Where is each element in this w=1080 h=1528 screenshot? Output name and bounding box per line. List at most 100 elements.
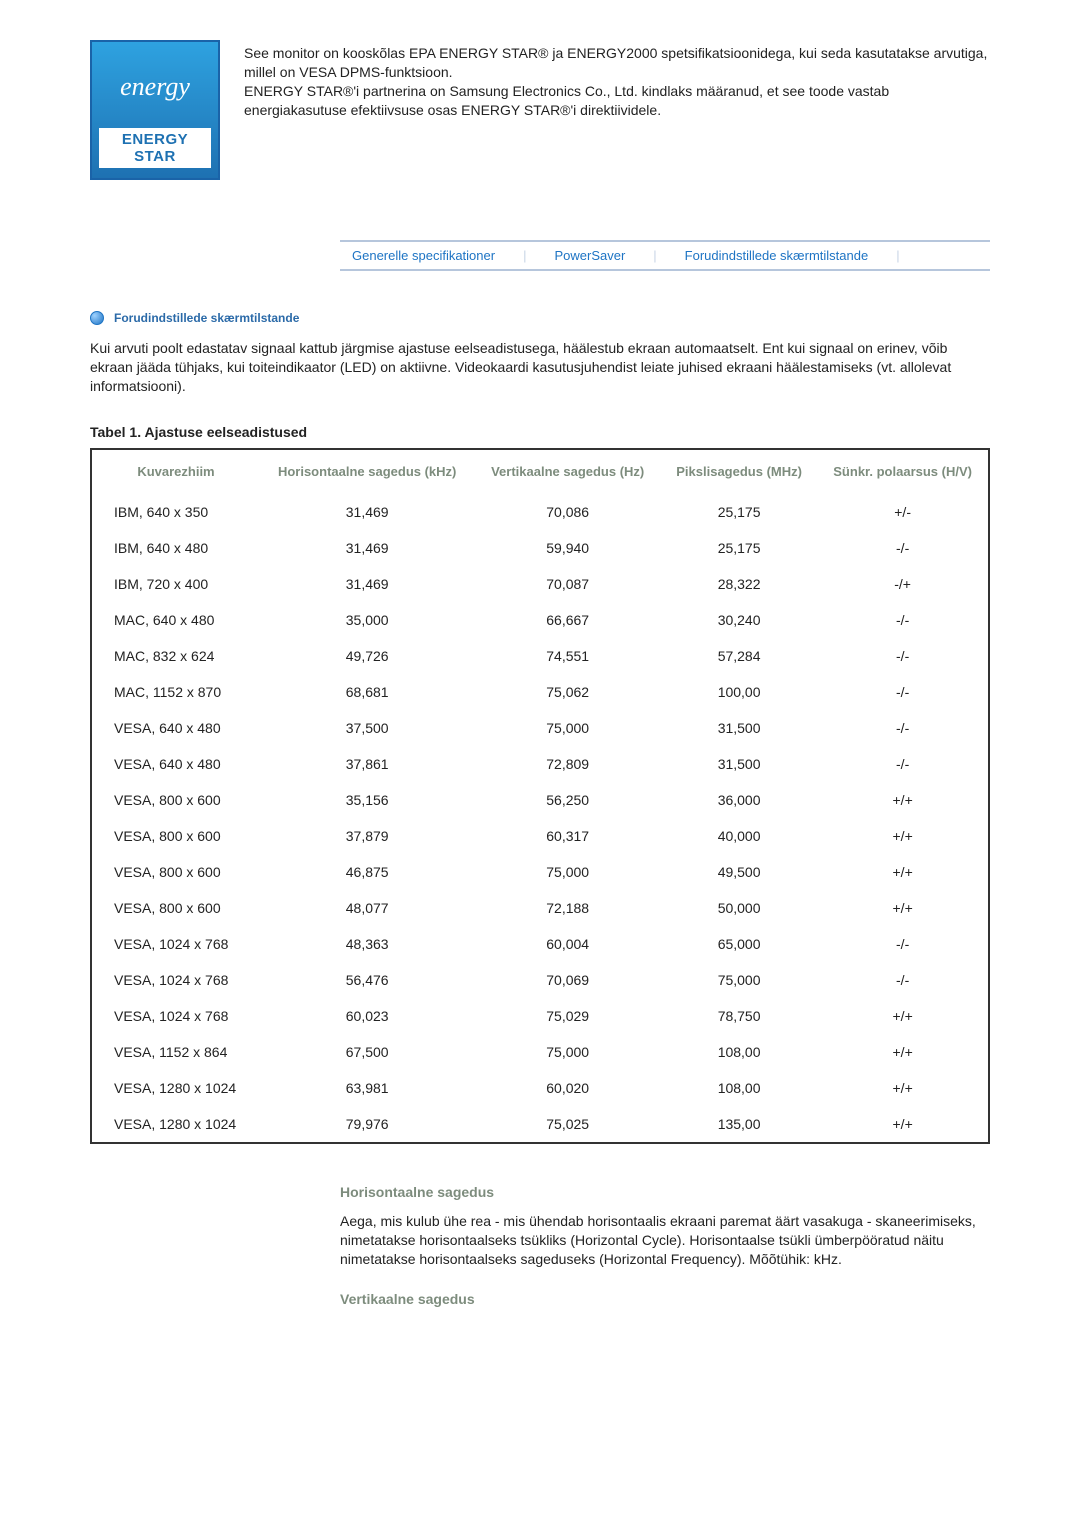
tab-separator: | <box>653 248 656 263</box>
cell-horiz-freq: 79,976 <box>260 1106 474 1143</box>
cell-mode: VESA, 1024 x 768 <box>91 998 260 1034</box>
cell-sync-pol: +/+ <box>817 998 989 1034</box>
cell-horiz-freq: 56,476 <box>260 962 474 998</box>
cell-horiz-freq: 31,469 <box>260 530 474 566</box>
tab-bar: Generelle specifikationer | PowerSaver |… <box>340 240 990 271</box>
def-vertical-title: Vertikaalne sagedus <box>340 1291 990 1307</box>
cell-sync-pol: -/- <box>817 530 989 566</box>
cell-vert-freq: 75,000 <box>474 710 661 746</box>
cell-pixel-clock: 65,000 <box>661 926 817 962</box>
table-row: VESA, 1024 x 76860,02375,02978,750+/+ <box>91 998 989 1034</box>
logo-script-text: energy <box>120 72 190 102</box>
tab-separator: | <box>896 248 899 263</box>
cell-vert-freq: 75,029 <box>474 998 661 1034</box>
cell-mode: VESA, 1152 x 864 <box>91 1034 260 1070</box>
bullet-icon <box>90 311 104 325</box>
cell-sync-pol: -/- <box>817 638 989 674</box>
cell-vert-freq: 60,004 <box>474 926 661 962</box>
cell-vert-freq: 72,188 <box>474 890 661 926</box>
cell-vert-freq: 70,086 <box>474 494 661 530</box>
compliance-text: See monitor on kooskõlas EPA ENERGY STAR… <box>244 40 990 120</box>
cell-sync-pol: -/- <box>817 746 989 782</box>
cell-pixel-clock: 135,00 <box>661 1106 817 1143</box>
col-pixel-clock: Pikslisagedus (MHz) <box>661 449 817 494</box>
table-row: MAC, 832 x 62449,72674,55157,284-/- <box>91 638 989 674</box>
cell-mode: VESA, 640 x 480 <box>91 746 260 782</box>
cell-pixel-clock: 31,500 <box>661 746 817 782</box>
cell-horiz-freq: 31,469 <box>260 494 474 530</box>
tab-powersaver[interactable]: PowerSaver <box>554 248 625 263</box>
cell-mode: VESA, 800 x 600 <box>91 890 260 926</box>
cell-mode: MAC, 640 x 480 <box>91 602 260 638</box>
section-body: Kui arvuti poolt edastatav signaal kattu… <box>90 339 990 396</box>
cell-horiz-freq: 35,000 <box>260 602 474 638</box>
cell-mode: IBM, 720 x 400 <box>91 566 260 602</box>
cell-pixel-clock: 28,322 <box>661 566 817 602</box>
cell-vert-freq: 60,020 <box>474 1070 661 1106</box>
table-row: VESA, 800 x 60037,87960,31740,000+/+ <box>91 818 989 854</box>
cell-horiz-freq: 35,156 <box>260 782 474 818</box>
cell-pixel-clock: 25,175 <box>661 530 817 566</box>
cell-vert-freq: 75,000 <box>474 854 661 890</box>
timing-presets-table: Kuvarezhiim Horisontaalne sagedus (kHz) … <box>90 448 990 1144</box>
table-row: VESA, 1152 x 86467,50075,000108,00+/+ <box>91 1034 989 1070</box>
cell-mode: VESA, 800 x 600 <box>91 782 260 818</box>
cell-mode: MAC, 832 x 624 <box>91 638 260 674</box>
tab-separator: | <box>523 248 526 263</box>
cell-sync-pol: -/- <box>817 710 989 746</box>
table-row: VESA, 1280 x 102479,97675,025135,00+/+ <box>91 1106 989 1143</box>
table-row: VESA, 1024 x 76856,47670,06975,000-/- <box>91 962 989 998</box>
cell-vert-freq: 72,809 <box>474 746 661 782</box>
table-row: VESA, 800 x 60046,87575,00049,500+/+ <box>91 854 989 890</box>
cell-sync-pol: +/+ <box>817 1034 989 1070</box>
cell-horiz-freq: 46,875 <box>260 854 474 890</box>
cell-horiz-freq: 37,861 <box>260 746 474 782</box>
def-horizontal-title: Horisontaalne sagedus <box>340 1184 990 1200</box>
cell-horiz-freq: 48,363 <box>260 926 474 962</box>
table-row: VESA, 1024 x 76848,36360,00465,000-/- <box>91 926 989 962</box>
tab-general-spec[interactable]: Generelle specifikationer <box>352 248 495 263</box>
col-mode: Kuvarezhiim <box>91 449 260 494</box>
cell-vert-freq: 75,025 <box>474 1106 661 1143</box>
table-row: MAC, 640 x 48035,00066,66730,240-/- <box>91 602 989 638</box>
cell-pixel-clock: 50,000 <box>661 890 817 926</box>
cell-sync-pol: -/- <box>817 962 989 998</box>
table-row: VESA, 640 x 48037,50075,00031,500-/- <box>91 710 989 746</box>
table-row: VESA, 1280 x 102463,98160,020108,00+/+ <box>91 1070 989 1106</box>
cell-sync-pol: -/- <box>817 674 989 710</box>
table-header-row: Kuvarezhiim Horisontaalne sagedus (kHz) … <box>91 449 989 494</box>
def-horizontal-body: Aega, mis kulub ühe rea - mis ühendab ho… <box>340 1212 990 1269</box>
cell-horiz-freq: 68,681 <box>260 674 474 710</box>
cell-horiz-freq: 37,879 <box>260 818 474 854</box>
cell-pixel-clock: 31,500 <box>661 710 817 746</box>
cell-sync-pol: +/+ <box>817 1106 989 1143</box>
cell-horiz-freq: 60,023 <box>260 998 474 1034</box>
cell-mode: IBM, 640 x 350 <box>91 494 260 530</box>
cell-pixel-clock: 108,00 <box>661 1034 817 1070</box>
table-row: IBM, 640 x 35031,46970,08625,175+/- <box>91 494 989 530</box>
logo-label-text: ENERGY STAR <box>99 128 211 168</box>
cell-pixel-clock: 75,000 <box>661 962 817 998</box>
cell-pixel-clock: 108,00 <box>661 1070 817 1106</box>
cell-sync-pol: +/- <box>817 494 989 530</box>
cell-vert-freq: 59,940 <box>474 530 661 566</box>
cell-pixel-clock: 25,175 <box>661 494 817 530</box>
cell-pixel-clock: 40,000 <box>661 818 817 854</box>
cell-vert-freq: 70,069 <box>474 962 661 998</box>
cell-mode: VESA, 800 x 600 <box>91 818 260 854</box>
cell-vert-freq: 75,000 <box>474 1034 661 1070</box>
cell-pixel-clock: 57,284 <box>661 638 817 674</box>
tab-preset-modes[interactable]: Forudindstillede skærmtilstande <box>685 248 869 263</box>
table-row: IBM, 640 x 48031,46959,94025,175-/- <box>91 530 989 566</box>
col-sync-pol: Sünkr. polaarsus (H/V) <box>817 449 989 494</box>
table-caption: Tabel 1. Ajastuse eelseadistused <box>90 424 990 440</box>
table-row: IBM, 720 x 40031,46970,08728,322-/+ <box>91 566 989 602</box>
cell-horiz-freq: 37,500 <box>260 710 474 746</box>
cell-sync-pol: -/+ <box>817 566 989 602</box>
cell-mode: VESA, 640 x 480 <box>91 710 260 746</box>
cell-vert-freq: 56,250 <box>474 782 661 818</box>
cell-horiz-freq: 48,077 <box>260 890 474 926</box>
cell-mode: MAC, 1152 x 870 <box>91 674 260 710</box>
cell-horiz-freq: 63,981 <box>260 1070 474 1106</box>
cell-mode: VESA, 1280 x 1024 <box>91 1070 260 1106</box>
